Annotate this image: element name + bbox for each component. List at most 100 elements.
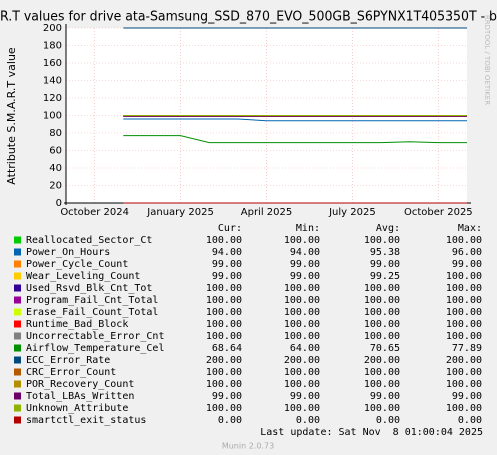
legend-header: Cur: — [218, 223, 242, 234]
legend-value: 100.00 — [364, 403, 400, 414]
legend-value: 100.00 — [446, 307, 482, 318]
legend-label: Runtime_Bad_Block — [26, 319, 128, 330]
legend-value: 95.38 — [370, 247, 400, 258]
legend-value: 200.00 — [206, 355, 242, 366]
legend-label: ECC_Error_Rate — [26, 355, 110, 366]
legend-label: Used_Rsvd_Blk_Cnt_Tot — [26, 283, 152, 294]
y-tick-label: 40 — [49, 163, 62, 174]
legend-value: 100.00 — [364, 235, 400, 246]
watermark: RRDTOOL / TOBI OETIKER — [483, 15, 491, 105]
legend-value: 100.00 — [446, 379, 482, 390]
x-tick-label: January 2025 — [146, 207, 214, 218]
legend-value: 100.00 — [364, 295, 400, 306]
legend-swatch — [14, 392, 21, 400]
y-tick-label: 180 — [43, 41, 62, 52]
legend-value: 100.00 — [446, 235, 482, 246]
legend-header: Avg: — [376, 223, 400, 234]
y-tick-label: 60 — [49, 146, 62, 157]
legend-value: 99.00 — [212, 259, 242, 270]
legend-value: 100.00 — [364, 379, 400, 390]
legend-value: 100.00 — [206, 235, 242, 246]
legend-value: 100.00 — [284, 295, 320, 306]
legend-value: 0.00 — [296, 415, 320, 426]
legend-swatch — [14, 320, 21, 328]
legend-value: 100.00 — [446, 283, 482, 294]
legend-value: 99.00 — [452, 259, 482, 270]
legend-swatch — [14, 416, 21, 424]
legend-value: 100.00 — [206, 403, 242, 414]
legend-header: Max: — [458, 223, 482, 234]
legend-header: Min: — [296, 223, 320, 234]
legend-swatch — [14, 272, 21, 280]
legend-value: 0.00 — [218, 415, 242, 426]
legend-swatch — [14, 332, 21, 340]
legend-value: 100.00 — [446, 403, 482, 414]
legend-value: 100.00 — [364, 319, 400, 330]
legend-value: 100.00 — [284, 307, 320, 318]
legend-swatch — [14, 344, 21, 352]
legend-value: 100.00 — [446, 319, 482, 330]
legend-value: 99.00 — [290, 271, 320, 282]
legend-label: Power_Cycle_Count — [26, 259, 128, 270]
legend-label: Wear_Leveling_Count — [26, 271, 140, 282]
legend-value: 200.00 — [446, 355, 482, 366]
legend-label: Total_LBAs_Written — [26, 391, 134, 402]
x-tick-label: October 2025 — [404, 207, 473, 218]
y-tick-label: 80 — [49, 128, 62, 139]
legend-value: 100.00 — [284, 379, 320, 390]
legend-swatch — [14, 236, 21, 244]
legend-value: 200.00 — [364, 355, 400, 366]
legend-swatch — [14, 296, 21, 304]
legend-label: Program_Fail_Cnt_Total — [26, 295, 158, 306]
legend-value: 100.00 — [284, 283, 320, 294]
legend-value: 100.00 — [206, 283, 242, 294]
legend-value: 100.00 — [284, 235, 320, 246]
legend-swatch — [14, 356, 21, 364]
last-update: Last update: Sat Nov 8 01:00:04 2025 — [260, 427, 483, 438]
legend-value: 100.00 — [206, 319, 242, 330]
legend-label: POR_Recovery_Count — [26, 379, 134, 390]
legend-value: 0.00 — [458, 415, 482, 426]
legend-value: 100.00 — [446, 367, 482, 378]
legend-swatch — [14, 404, 21, 412]
legend-value: 99.00 — [290, 391, 320, 402]
legend-value: 100.00 — [206, 307, 242, 318]
legend-label: Airflow_Temperature_Cel — [26, 343, 164, 354]
legend-value: 100.00 — [364, 367, 400, 378]
legend-value: 100.00 — [284, 403, 320, 414]
legend-value: 100.00 — [364, 283, 400, 294]
x-tick-label: October 2024 — [60, 207, 129, 218]
legend-value: 100.00 — [284, 367, 320, 378]
legend-swatch — [14, 380, 21, 388]
x-tick-label: April 2025 — [241, 207, 292, 218]
legend-value: 99.00 — [290, 259, 320, 270]
legend-label: Power_On_Hours — [26, 247, 110, 258]
x-tick-label: July 2025 — [328, 207, 376, 218]
legend-value: 100.00 — [206, 379, 242, 390]
legend-swatch — [14, 260, 21, 268]
legend-label: Reallocated_Sector_Ct — [26, 235, 152, 246]
legend-value: 0.00 — [376, 415, 400, 426]
legend-value: 100.00 — [364, 307, 400, 318]
y-tick-label: 120 — [43, 93, 62, 104]
series-line — [123, 118, 467, 122]
legend-label: Unknown_Attribute — [26, 403, 128, 414]
y-tick-label: 140 — [43, 76, 62, 87]
legend-swatch — [14, 284, 21, 292]
legend-value: 77.89 — [452, 343, 482, 354]
footer: Munin 2.0.73 — [222, 442, 274, 451]
legend-value: 99.00 — [212, 391, 242, 402]
legend-value: 100.00 — [206, 295, 242, 306]
legend-swatch — [14, 308, 21, 316]
legend-label: smartctl_exit_status — [26, 415, 146, 426]
legend-value: 100.00 — [446, 271, 482, 282]
legend-swatch — [14, 248, 21, 256]
legend-value: 99.00 — [212, 271, 242, 282]
legend-value: 68.64 — [212, 343, 242, 354]
legend-value: 99.25 — [370, 271, 400, 282]
y-tick-label: 20 — [49, 181, 62, 192]
legend-label: Erase_Fail_Count_Total — [26, 307, 158, 318]
legend-value: 94.00 — [290, 247, 320, 258]
legend-value: 94.00 — [212, 247, 242, 258]
